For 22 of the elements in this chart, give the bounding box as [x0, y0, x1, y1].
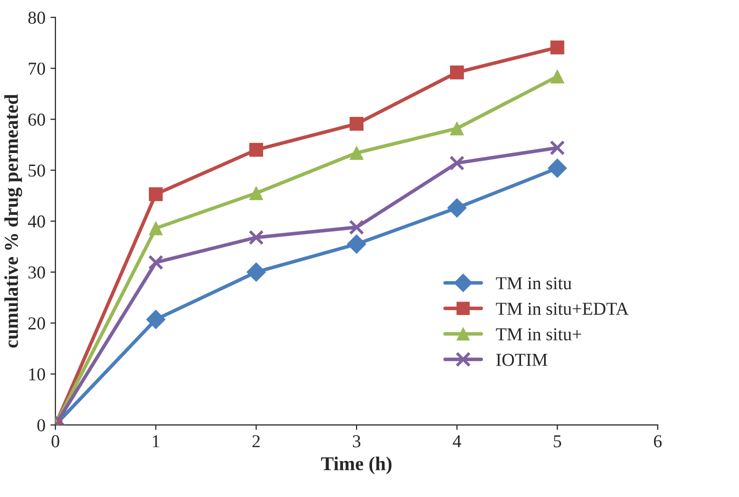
legend-label: TM in situ+ — [496, 328, 582, 340]
y-tick-label: 50 — [28, 164, 46, 177]
legend-label: TM in situ — [496, 277, 572, 290]
y-tick-label: 30 — [28, 266, 46, 279]
x-tick-label: 5 — [554, 435, 562, 448]
x-tick-label: 6 — [654, 435, 662, 448]
x-tick-label: 2 — [252, 435, 260, 448]
legend-label: TM in situ+EDTA — [496, 302, 629, 315]
x-tick-label: 1 — [152, 435, 160, 448]
y-tick-label: 20 — [28, 317, 46, 330]
y-tick-label: 70 — [28, 62, 46, 75]
y-axis-title: cumulative % drug permeated — [4, 94, 22, 348]
x-tick-label: 4 — [452, 435, 462, 448]
legend-label: IOTIM — [496, 354, 548, 366]
y-tick-label: 40 — [28, 215, 46, 228]
x-tick-label: 0 — [52, 435, 60, 448]
y-tick-label: 0 — [37, 419, 46, 432]
y-tick-label: 60 — [28, 114, 46, 126]
x-tick-label: 3 — [352, 435, 360, 448]
y-tick-label: 80 — [28, 12, 46, 24]
y-tick-label: 10 — [29, 368, 46, 380]
x-axis-title: Time (h) — [321, 456, 392, 474]
